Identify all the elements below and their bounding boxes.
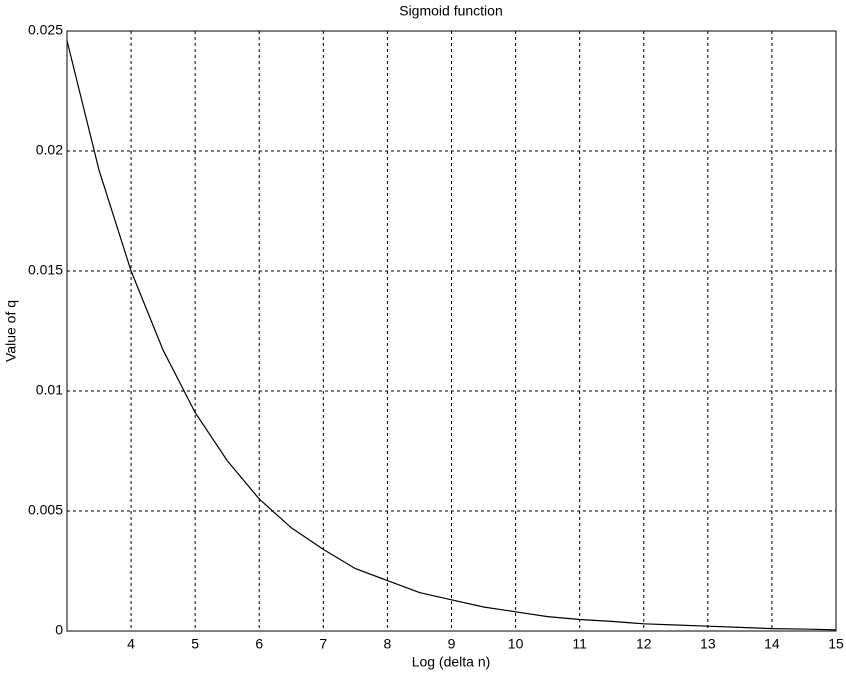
x-tick-label: 4 xyxy=(127,636,135,652)
y-tick-label: 0.005 xyxy=(28,502,63,518)
x-tick-label: 5 xyxy=(191,636,199,652)
x-tick-label: 14 xyxy=(764,636,780,652)
y-axis-label: Value of q xyxy=(3,300,19,362)
x-tick-label: 10 xyxy=(508,636,524,652)
y-tick-label: 0.02 xyxy=(36,142,63,158)
x-tick-label: 12 xyxy=(636,636,652,652)
x-tick-label: 6 xyxy=(255,636,263,652)
x-tick-label: 11 xyxy=(572,636,587,652)
x-tick-label: 8 xyxy=(384,636,392,652)
data-line xyxy=(66,40,837,631)
plot-frame xyxy=(66,30,837,632)
chart-title: Sigmoid function xyxy=(399,3,503,19)
x-tick-label: 15 xyxy=(828,636,844,652)
y-tick-label: 0.025 xyxy=(28,22,63,38)
x-tick-label: 7 xyxy=(319,636,327,652)
x-tick-label: 9 xyxy=(448,636,456,652)
x-axis-label: Log (delta n) xyxy=(412,654,491,670)
y-tick-label: 0.01 xyxy=(36,382,63,398)
x-tick-label: 13 xyxy=(700,636,716,652)
y-tick-label: 0 xyxy=(55,622,63,638)
y-tick-label: 0.015 xyxy=(28,262,63,278)
